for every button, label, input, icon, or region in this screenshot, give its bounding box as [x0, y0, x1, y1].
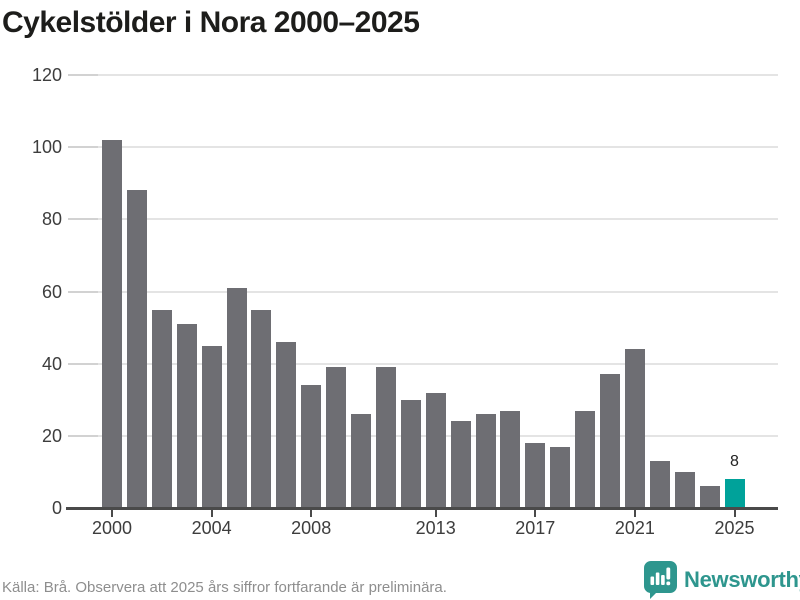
newsworthy-wordmark: Newsworthy — [684, 567, 800, 592]
bar-2004 — [201, 345, 222, 508]
bar-2003 — [176, 323, 197, 508]
x-tick-2000 — [111, 510, 113, 517]
bar-2020 — [600, 374, 620, 508]
bar-2012 — [400, 399, 421, 508]
source-note: Källa: Brå. Observera att 2025 års siffr… — [2, 579, 447, 596]
y-axis-label-60: 60 — [41, 281, 62, 302]
y-tick-20 — [68, 434, 98, 437]
chart-title: Cykelstölder i Nora 2000–2025 — [2, 6, 420, 39]
y-axis-label-40: 40 — [41, 353, 62, 374]
x-axis-label-2013: 2013 — [415, 518, 456, 538]
x-tick-2021 — [633, 510, 636, 517]
bar-2019 — [575, 410, 596, 508]
bar-2001 — [126, 190, 147, 508]
gridline-y-100 — [98, 146, 778, 149]
bar-chart-plot-area: 0 20 40 60 80 100 120 2000 2004 2008 2013 2017 2021 2… — [31, 65, 778, 538]
newsworthy-logo[interactable]: Newsworthy — [644, 561, 800, 600]
y-axis-label-0: 0 — [51, 498, 62, 518]
bar-2014 — [450, 421, 471, 508]
gridline-y-60 — [98, 290, 778, 293]
x-axis-label-2017: 2017 — [515, 518, 556, 538]
newsworthy-logo-link[interactable]: Newsworthy — [644, 561, 800, 599]
gridline-y-80 — [98, 218, 778, 221]
y-tick-120 — [68, 74, 98, 76]
bar-2005 — [226, 287, 247, 508]
y-tick-40 — [68, 362, 98, 365]
x-tick-2017 — [534, 510, 537, 517]
bar-2007 — [276, 342, 297, 508]
gridline-y-120 — [98, 74, 778, 76]
y-axis-label-100: 100 — [31, 137, 62, 158]
y-tick-100 — [68, 146, 98, 149]
bar-2009 — [326, 367, 347, 508]
y-tick-60 — [68, 290, 98, 293]
bar-2017 — [525, 443, 546, 508]
y-tick-80 — [68, 218, 98, 221]
x-axis-label-2004: 2004 — [191, 518, 232, 538]
y-axis-label-20: 20 — [41, 425, 62, 446]
x-tick-2013 — [434, 510, 437, 517]
newsworthy-bubble-chart-icon — [644, 561, 677, 599]
x-axis-label-2000: 2000 — [91, 518, 133, 538]
bar-2018 — [550, 446, 571, 508]
bar-2015 — [475, 414, 496, 508]
x-axis-label-2025: 2025 — [714, 518, 755, 538]
x-axis-label-2021: 2021 — [614, 518, 655, 538]
gridline-y-40 — [98, 362, 778, 365]
highlight-value-label: 8 — [730, 453, 739, 471]
bar-2008 — [301, 385, 322, 508]
bar-2021 — [624, 349, 645, 508]
bar-2013 — [425, 392, 446, 508]
x-axis-label-2008: 2008 — [291, 518, 332, 538]
y-axis-label-80: 80 — [41, 209, 62, 230]
bar-2022 — [649, 461, 670, 508]
bar-2010 — [351, 414, 371, 508]
bar-2025 — [724, 479, 745, 508]
x-tick-2004 — [210, 510, 213, 517]
x-axis-line — [66, 507, 778, 510]
bar-2000 — [102, 139, 122, 508]
bar-2024 — [699, 486, 720, 508]
bar-2016 — [500, 410, 521, 508]
x-tick-2025 — [733, 510, 736, 517]
x-tick-2008 — [310, 510, 313, 517]
bar-2011 — [375, 367, 396, 508]
y-axis-label-120: 120 — [31, 65, 62, 85]
bar-2002 — [151, 309, 172, 508]
bar-2006 — [251, 309, 272, 508]
bar-2023 — [674, 471, 695, 508]
